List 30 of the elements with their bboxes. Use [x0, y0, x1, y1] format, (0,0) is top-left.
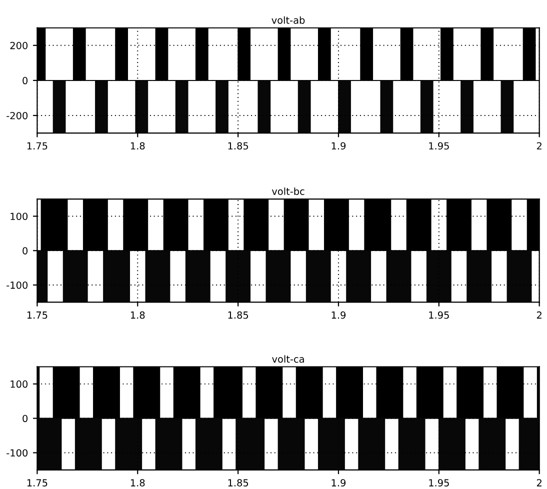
x-tick-label: 1.9: [332, 142, 346, 150]
x-tick-label: 1.8: [130, 479, 145, 486]
y-tick-label: 0: [22, 247, 28, 254]
y-tick-label: 100: [10, 380, 28, 388]
y-tick-label: 0: [22, 76, 28, 84]
x-tick-label: 2: [536, 479, 542, 486]
x-tick-label: 1.95: [429, 142, 449, 150]
x-tick-label: 1.95: [429, 479, 449, 486]
chart-title: volt-ca: [272, 355, 304, 363]
chart-title: volt-bc: [272, 187, 304, 195]
chart-title: volt-ab: [272, 16, 305, 24]
y-tick-label: -100: [6, 449, 28, 457]
x-tick-label: 1.8: [130, 142, 145, 150]
x-tick-label: 2: [536, 311, 542, 319]
x-tick-label: 1.8: [130, 311, 145, 319]
x-tick-label: 1.75: [27, 312, 48, 319]
y-tick-label: -200: [6, 112, 28, 120]
y-tick-label: 0: [22, 414, 28, 422]
x-tick-label: 1.75: [27, 142, 48, 150]
y-tick-label: 100: [10, 212, 28, 220]
x-tick-label: 1.9: [332, 311, 346, 319]
x-tick-label: 1.85: [228, 479, 248, 486]
y-tick-label: -100: [6, 281, 28, 289]
x-tick-label: 1.85: [228, 142, 248, 150]
x-tick-label: 1.75: [27, 479, 48, 486]
x-tick-label: 2: [536, 142, 542, 150]
y-tick-label: 200: [10, 42, 28, 50]
x-tick-label: 1.9: [332, 479, 346, 486]
x-tick-label: 1.85: [228, 311, 248, 319]
x-tick-label: 1.95: [429, 311, 449, 319]
